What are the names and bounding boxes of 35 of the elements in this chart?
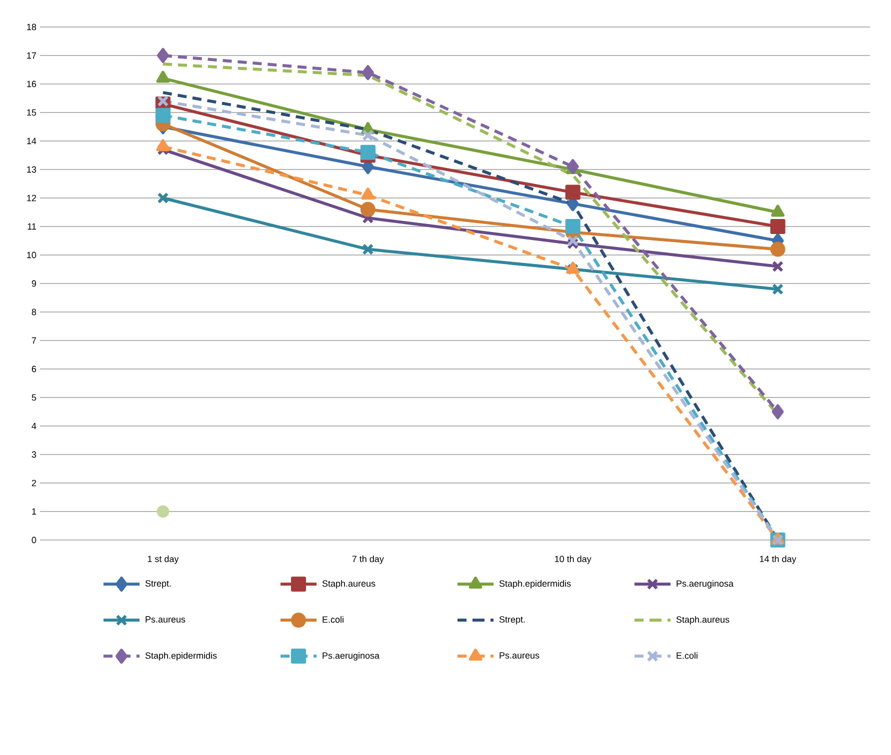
legend-label: Ps.aureus [146,616,186,623]
legend-label: Ps.aureus [500,652,540,659]
y-tick-label: 1 [32,508,36,515]
y-tick-label: 15 [27,109,36,116]
y-tick-label: 6 [32,366,36,372]
legend-label: Staph.epidermidis [499,580,571,589]
legend-label: Ps.aeruginosa [676,580,734,589]
legend-label: Staph.aureus [322,580,376,589]
y-tick-label: 4 [32,422,36,430]
x-tick-label: 7 th day [352,556,384,564]
legend-label: Staph.aureus [676,616,730,625]
y-tick-label: 18 [27,24,36,30]
y-tick-label: 17 [27,52,36,59]
y-tick-label: 12 [27,194,36,202]
y-tick-label: 9 [32,280,36,287]
y-tick-label: 10 [27,252,36,258]
x-tick-label: 1 st day [148,556,179,564]
y-tick-label: 11 [28,223,36,230]
legend-label: Strept. [145,580,171,588]
y-tick-label: 13 [27,166,36,173]
y-tick-label: 14 [27,138,36,144]
x-tick-label: 10 th day [555,556,592,564]
legend-label: Strept. [499,616,525,624]
legend-label: Staph.epidermidis [145,652,217,661]
x-tick-label: 14 th day [760,556,796,564]
y-tick-label: 16 [27,80,36,88]
y-tick-label: 0 [32,536,36,544]
y-tick-label: 8 [32,308,36,316]
legend-label: E.coli [322,616,344,623]
y-tick-label: 7 [32,337,36,344]
y-tick-label: 5 [32,394,36,401]
y-tick-label: 3 [32,451,36,458]
legend-label: E.coli [676,652,698,659]
legend-label: Ps.aeruginosa [322,652,380,661]
y-tick-label: 2 [32,480,36,486]
